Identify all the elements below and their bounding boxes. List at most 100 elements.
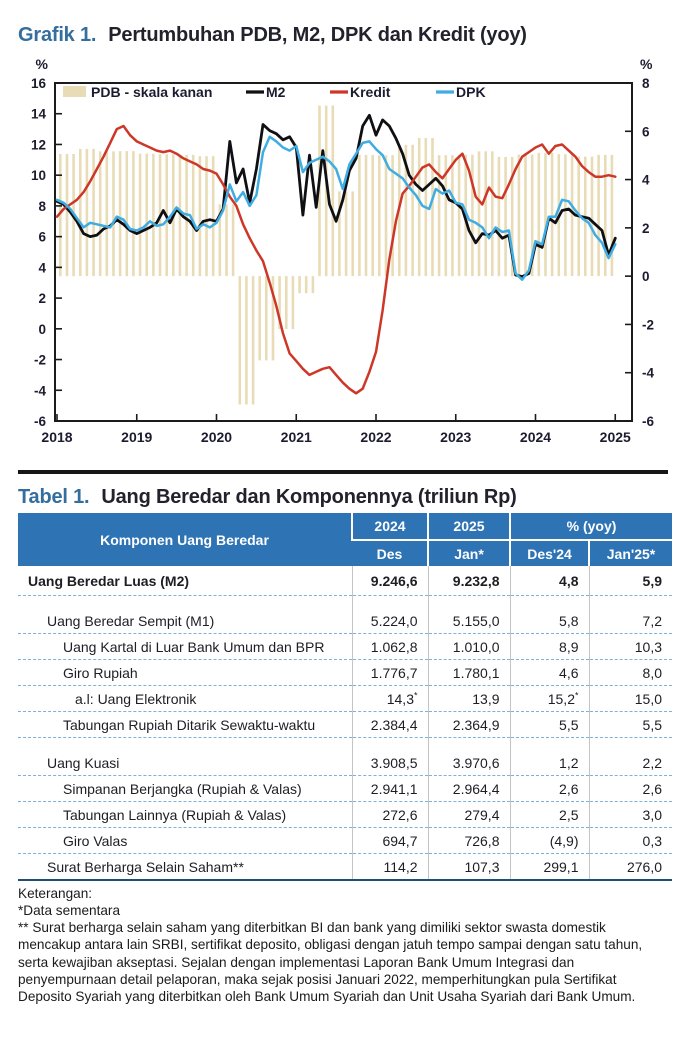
footnote-data-sementara: *Data sementara — [18, 903, 121, 919]
year-label: 2019 — [121, 429, 152, 445]
row-value: 2.941,1 — [351, 775, 428, 802]
left-tick-label: 6 — [38, 230, 46, 245]
header-des24: Des'24 — [509, 539, 589, 566]
row-value: 2.384,4 — [351, 711, 428, 738]
header-jan25: Jan'25* — [587, 539, 673, 566]
table-row: Giro Rupiah 1.776,7 1.780,1 4,6 8,0 — [18, 659, 673, 686]
row-label: Uang Beredar Luas (M2) — [18, 566, 352, 596]
money-supply-table: Komponen Uang Beredar 2024 2025 % (yoy) … — [18, 513, 673, 881]
table-row: Giro Valas 694,7 726,8 (4,9) 0,3 — [18, 827, 673, 854]
grafik-title: Grafik 1. Pertumbuhan PDB, M2, DPK dan Kr… — [0, 0, 681, 51]
row-value: 2.364,9 — [427, 711, 510, 738]
grafik-label: Grafik 1. — [18, 24, 97, 46]
row-value: 1.062,8 — [351, 633, 428, 660]
row-value: 4,6 — [509, 659, 589, 686]
left-tick-label: -4 — [34, 383, 46, 398]
row-value: 2,5 — [509, 801, 589, 828]
row-value: 14,3* — [351, 685, 428, 712]
year-label: 2025 — [600, 429, 631, 445]
row-value: 5,9 — [588, 566, 673, 596]
year-label: 2022 — [360, 429, 391, 445]
row-value: 4,8 — [509, 566, 589, 596]
row-value: (4,9) — [509, 827, 589, 854]
tabel-section: Tabel 1. Uang Beredar dan Komponennya (tr… — [0, 480, 681, 1005]
left-tick-label: 14 — [31, 107, 47, 122]
right-tick-label: 4 — [642, 173, 650, 188]
left-tick-label: -6 — [34, 414, 46, 429]
row-value: 9.246,6 — [351, 566, 428, 596]
row-value: 299,1 — [509, 853, 589, 881]
row-value: 5.224,0 — [351, 608, 428, 634]
row-value: 5,5 — [588, 711, 673, 738]
row-value: 3.908,5 — [351, 750, 428, 776]
row-label: Uang Kartal di Luar Bank Umum dan BPR — [18, 633, 352, 660]
legend-label: M2 — [266, 84, 286, 100]
spacer-cell — [427, 737, 510, 750]
row-value: 2,6 — [588, 775, 673, 802]
year-label: 2023 — [440, 429, 471, 445]
row-value: 2.964,4 — [427, 775, 510, 802]
left-tick-label: 16 — [31, 76, 47, 91]
spacer-cell — [18, 596, 352, 609]
row-value: 8,0 — [588, 659, 673, 686]
row-value: 3,0 — [588, 801, 673, 828]
growth-chart: -6 -4 -2 0 2 4 6 8 10 12 14 16 -6 -4 -2 0 2 4 6 8 2018 2019 20… — [31, 56, 655, 445]
row-label: Giro Valas — [18, 827, 352, 854]
row-value: 13,9 — [427, 685, 510, 712]
row-value: 1,2 — [509, 750, 589, 776]
row-value: 5.155,0 — [427, 608, 510, 634]
row-value: 0,3 — [588, 827, 673, 854]
row-label: Uang Kuasi — [18, 750, 352, 776]
row-value: 8,9 — [509, 633, 589, 660]
right-tick-label: 6 — [642, 124, 650, 139]
legend-label: Kredit — [350, 84, 391, 100]
grafik-title-text: Pertumbuhan PDB, M2, DPK dan Kredit (yoy… — [108, 24, 527, 46]
header-komponen: Komponen Uang Beredar — [18, 513, 352, 566]
right-axis-unit: % — [640, 56, 653, 72]
left-tick-label: -2 — [34, 353, 46, 368]
row-value: 10,3 — [588, 633, 673, 660]
left-tick-label: 4 — [38, 260, 46, 275]
grafik-section: Grafik 1. Pertumbuhan PDB, M2, DPK dan Kr… — [0, 0, 681, 450]
spacer-cell — [588, 737, 673, 750]
row-value: 3.970,6 — [427, 750, 510, 776]
right-tick-label: -4 — [642, 366, 654, 381]
spacer-cell — [18, 738, 352, 751]
header-des: Des — [352, 539, 428, 566]
header-yoy: % (yoy) — [508, 513, 673, 540]
spacer-cell — [509, 595, 589, 608]
left-axis-unit: % — [36, 56, 49, 72]
legend-label: PDB - skala kanan — [91, 84, 212, 100]
line-dpk — [55, 135, 617, 281]
section-divider — [18, 470, 668, 474]
left-tick-label: 12 — [31, 137, 46, 152]
left-tick-label: 8 — [38, 199, 46, 214]
header-2025: 2025 — [427, 513, 510, 540]
tabel-title: Tabel 1. Uang Beredar dan Komponennya (tr… — [0, 480, 681, 513]
legend-swatch-pdb — [63, 86, 86, 97]
row-label: Giro Rupiah — [18, 659, 352, 686]
row-value: 9.232,8 — [427, 566, 510, 596]
row-value: 272,6 — [351, 801, 428, 828]
row-value: 5,5 — [509, 711, 589, 738]
left-tick-label: 2 — [38, 291, 46, 306]
right-tick-label: -6 — [642, 414, 654, 429]
row-value: 107,3 — [427, 853, 510, 881]
spacer-row — [18, 595, 673, 609]
row-value: 2,6 — [509, 775, 589, 802]
row-label: a.l: Uang Elektronik — [18, 685, 352, 712]
table-row: Tabungan Rupiah Ditarik Sewaktu-waktu 2.3… — [18, 711, 673, 738]
row-label: Simpanan Berjangka (Rupiah & Valas) — [18, 775, 352, 802]
header-jan: Jan* — [427, 539, 510, 566]
year-label: 2020 — [201, 429, 232, 445]
legend-label: DPK — [456, 84, 486, 100]
line-m2 — [55, 113, 617, 279]
row-label: Tabungan Lainnya (Rupiah & Valas) — [18, 801, 352, 828]
spacer-cell — [588, 595, 673, 608]
table-row: Uang Beredar Luas (M2) 9.246,6 9.232,8 4,8 5… — [18, 566, 673, 596]
year-label: 2024 — [520, 429, 551, 445]
right-tick-label: 8 — [642, 76, 650, 91]
footnotes: Keterangan: *Data sementara ** Surat ber… — [18, 885, 671, 1005]
row-value: 5,8 — [509, 608, 589, 634]
